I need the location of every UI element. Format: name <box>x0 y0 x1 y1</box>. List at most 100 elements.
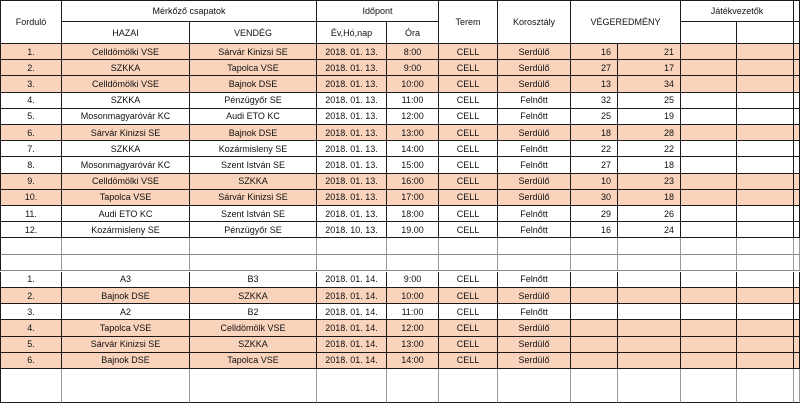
header-fordulo[interactable]: Forduló <box>0 0 62 44</box>
cell-s2[interactable]: 25 <box>618 92 681 109</box>
cell-away[interactable]: Bajnok DSE <box>190 76 317 93</box>
cell-hall[interactable]: CELL <box>439 44 498 61</box>
cell-s1[interactable] <box>571 304 618 321</box>
cell-hall[interactable]: CELL <box>439 206 498 223</box>
cell-j3[interactable] <box>794 44 800 61</box>
cell-home[interactable]: A3 <box>62 271 190 288</box>
cell-j1[interactable] <box>681 304 737 321</box>
cell-home[interactable]: A2 <box>62 304 190 321</box>
cell-away[interactable]: B2 <box>190 304 317 321</box>
cell-j2[interactable] <box>737 173 794 190</box>
cell-s2[interactable]: 17 <box>618 60 681 77</box>
cell-hall[interactable]: CELL <box>439 157 498 174</box>
cell-s2[interactable] <box>618 288 681 305</box>
cell-j2[interactable] <box>737 271 794 288</box>
cell-n[interactable]: 3. <box>0 76 62 93</box>
cell-date[interactable]: 2018. 01. 13. <box>317 60 387 77</box>
header-vegeredmeny[interactable]: VÉGEREDMÉNY <box>571 0 681 44</box>
cell-j1[interactable] <box>681 141 737 158</box>
empty-cell[interactable] <box>62 369 190 403</box>
empty-cell[interactable] <box>387 238 439 255</box>
empty-cell[interactable] <box>439 254 498 271</box>
cell-s1[interactable] <box>571 288 618 305</box>
cell-date[interactable]: 2018. 01. 14. <box>317 336 387 353</box>
cell-age[interactable]: Felnőtt <box>498 271 571 288</box>
empty-cell[interactable] <box>387 254 439 271</box>
cell-j1[interactable] <box>681 336 737 353</box>
empty-cell[interactable] <box>618 238 681 255</box>
cell-j1[interactable] <box>681 206 737 223</box>
cell-away[interactable]: Audi ETO KC <box>190 108 317 125</box>
cell-time[interactable]: 10:00 <box>387 288 439 305</box>
cell-s2[interactable]: 24 <box>618 222 681 239</box>
cell-home[interactable]: Celldömölki VSE <box>62 44 190 61</box>
empty-cell[interactable] <box>794 238 800 255</box>
cell-s1[interactable] <box>571 271 618 288</box>
empty-cell[interactable] <box>317 254 387 271</box>
cell-j2[interactable] <box>737 320 794 337</box>
cell-date[interactable]: 2018. 01. 14. <box>317 304 387 321</box>
cell-time[interactable]: 9:00 <box>387 271 439 288</box>
cell-hall[interactable]: CELL <box>439 76 498 93</box>
cell-home[interactable]: Tapolca VSE <box>62 189 190 206</box>
header-korosztaly[interactable]: Korosztály <box>498 0 571 44</box>
cell-n[interactable]: 9. <box>0 173 62 190</box>
header-ev-ho-nap[interactable]: Év,Hó,nap <box>317 22 387 44</box>
empty-cell[interactable] <box>681 254 737 271</box>
empty-cell[interactable] <box>618 254 681 271</box>
cell-j3[interactable] <box>794 189 800 206</box>
cell-s2[interactable]: 19 <box>618 108 681 125</box>
cell-j1[interactable] <box>681 76 737 93</box>
cell-j3[interactable] <box>794 288 800 305</box>
empty-cell[interactable] <box>498 369 571 403</box>
cell-home[interactable]: Bajnok DSE <box>62 352 190 369</box>
cell-j1[interactable] <box>681 60 737 77</box>
cell-j1[interactable] <box>681 352 737 369</box>
cell-hall[interactable]: CELL <box>439 92 498 109</box>
cell-away[interactable]: Tapolca VSE <box>190 352 317 369</box>
header-jv-1[interactable] <box>681 22 737 44</box>
cell-date[interactable]: 2018. 01. 14. <box>317 320 387 337</box>
cell-away[interactable]: Szent István SE <box>190 157 317 174</box>
cell-s2[interactable]: 23 <box>618 173 681 190</box>
cell-age[interactable]: Serdülő <box>498 173 571 190</box>
cell-n[interactable]: 12. <box>0 222 62 239</box>
cell-age[interactable]: Serdülő <box>498 76 571 93</box>
cell-j2[interactable] <box>737 76 794 93</box>
cell-j2[interactable] <box>737 206 794 223</box>
cell-j1[interactable] <box>681 108 737 125</box>
cell-j3[interactable] <box>794 108 800 125</box>
cell-j2[interactable] <box>737 288 794 305</box>
cell-away[interactable]: SZKKA <box>190 288 317 305</box>
cell-time[interactable]: 12:00 <box>387 108 439 125</box>
cell-n[interactable]: 1. <box>0 44 62 61</box>
cell-age[interactable]: Serdülő <box>498 352 571 369</box>
empty-cell[interactable] <box>498 238 571 255</box>
header-extra-2[interactable] <box>794 22 800 44</box>
cell-j1[interactable] <box>681 157 737 174</box>
cell-age[interactable]: Serdülő <box>498 336 571 353</box>
empty-cell[interactable] <box>571 238 618 255</box>
cell-j1[interactable] <box>681 271 737 288</box>
cell-hall[interactable]: CELL <box>439 320 498 337</box>
cell-s2[interactable] <box>618 304 681 321</box>
cell-time[interactable]: 14:00 <box>387 352 439 369</box>
cell-j1[interactable] <box>681 320 737 337</box>
cell-n[interactable]: 10. <box>0 189 62 206</box>
cell-age[interactable]: Felnőtt <box>498 108 571 125</box>
cell-date[interactable]: 2018. 01. 13. <box>317 157 387 174</box>
cell-j3[interactable] <box>794 222 800 239</box>
header-jv-2[interactable] <box>737 22 794 44</box>
cell-date[interactable]: 2018. 01. 13. <box>317 206 387 223</box>
cell-j2[interactable] <box>737 108 794 125</box>
cell-j2[interactable] <box>737 157 794 174</box>
cell-s2[interactable]: 26 <box>618 206 681 223</box>
cell-s1[interactable]: 25 <box>571 108 618 125</box>
empty-cell[interactable] <box>317 369 387 403</box>
cell-time[interactable]: 11:00 <box>387 304 439 321</box>
empty-cell[interactable] <box>571 254 618 271</box>
cell-j3[interactable] <box>794 92 800 109</box>
cell-s2[interactable]: 22 <box>618 141 681 158</box>
header-merkozo-csapatok[interactable]: Mérkőző csapatok <box>62 0 317 22</box>
cell-s2[interactable]: 18 <box>618 157 681 174</box>
